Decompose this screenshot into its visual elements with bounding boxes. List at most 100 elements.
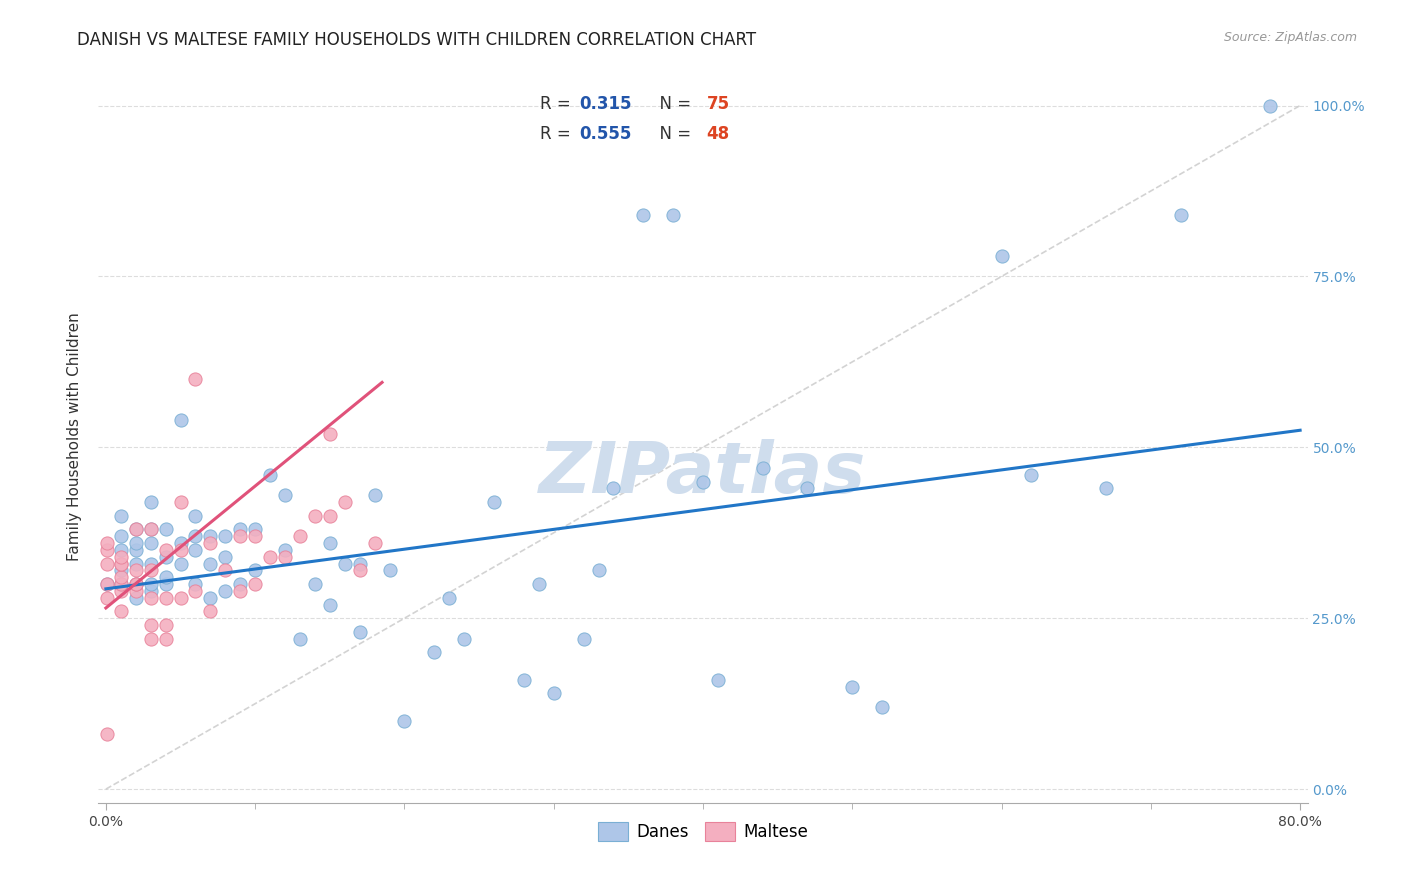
Point bbox=[110, 549, 132, 564]
Point bbox=[363, 536, 385, 550]
Point bbox=[125, 522, 148, 536]
Point bbox=[155, 632, 177, 646]
Text: 75: 75 bbox=[707, 95, 730, 112]
Point bbox=[96, 577, 118, 591]
Point bbox=[841, 680, 863, 694]
Point bbox=[110, 577, 132, 591]
Point bbox=[1095, 481, 1118, 495]
Point bbox=[200, 604, 222, 618]
Point bbox=[184, 529, 207, 543]
Text: 0.315: 0.315 bbox=[579, 95, 633, 112]
Point bbox=[707, 673, 730, 687]
Point bbox=[169, 536, 191, 550]
Point bbox=[572, 632, 595, 646]
Point bbox=[155, 577, 177, 591]
Point bbox=[229, 522, 252, 536]
Text: ZIPatlas: ZIPatlas bbox=[540, 439, 866, 508]
Point bbox=[259, 549, 281, 564]
Point bbox=[96, 542, 118, 557]
Point bbox=[274, 488, 297, 502]
Point bbox=[304, 577, 326, 591]
Point bbox=[333, 557, 356, 571]
Point bbox=[139, 557, 162, 571]
Text: R =: R = bbox=[540, 95, 576, 112]
Point bbox=[139, 536, 162, 550]
Point bbox=[692, 475, 714, 489]
Point bbox=[110, 604, 132, 618]
Point bbox=[214, 583, 236, 598]
Text: 0.555: 0.555 bbox=[579, 125, 633, 143]
Point bbox=[229, 583, 252, 598]
Point bbox=[96, 557, 118, 571]
Point bbox=[125, 591, 148, 605]
Point bbox=[139, 495, 162, 509]
Point bbox=[543, 686, 565, 700]
Point bbox=[378, 563, 401, 577]
Point bbox=[184, 372, 207, 386]
Point bbox=[349, 624, 371, 639]
Point bbox=[319, 536, 342, 550]
Point bbox=[139, 522, 162, 536]
Point bbox=[229, 577, 252, 591]
Point bbox=[394, 714, 416, 728]
Point bbox=[110, 529, 132, 543]
Point bbox=[349, 563, 371, 577]
Point bbox=[482, 495, 505, 509]
Point bbox=[155, 570, 177, 584]
Point bbox=[602, 481, 624, 495]
Point bbox=[184, 542, 207, 557]
Point bbox=[169, 495, 191, 509]
Point bbox=[96, 577, 118, 591]
Point bbox=[169, 557, 191, 571]
Point bbox=[125, 557, 148, 571]
Point bbox=[243, 529, 266, 543]
Point bbox=[155, 522, 177, 536]
Text: DANISH VS MALTESE FAMILY HOUSEHOLDS WITH CHILDREN CORRELATION CHART: DANISH VS MALTESE FAMILY HOUSEHOLDS WITH… bbox=[77, 31, 756, 49]
Point bbox=[125, 542, 148, 557]
Text: 48: 48 bbox=[707, 125, 730, 143]
Point bbox=[110, 570, 132, 584]
Point bbox=[274, 542, 297, 557]
Point bbox=[139, 563, 162, 577]
Point bbox=[110, 563, 132, 577]
Point bbox=[110, 508, 132, 523]
Point bbox=[200, 529, 222, 543]
Point bbox=[662, 208, 685, 222]
Point bbox=[155, 591, 177, 605]
Point bbox=[110, 557, 132, 571]
Point bbox=[110, 542, 132, 557]
Point bbox=[288, 529, 311, 543]
Point bbox=[96, 727, 118, 741]
Point bbox=[125, 577, 148, 591]
Point bbox=[110, 583, 132, 598]
Point bbox=[139, 583, 162, 598]
Point bbox=[110, 557, 132, 571]
Point bbox=[319, 508, 342, 523]
Point bbox=[319, 598, 342, 612]
Point bbox=[349, 557, 371, 571]
Point bbox=[169, 413, 191, 427]
Point bbox=[169, 542, 191, 557]
Point bbox=[990, 249, 1012, 263]
Text: N =: N = bbox=[648, 125, 696, 143]
Point bbox=[200, 536, 222, 550]
Point bbox=[169, 591, 191, 605]
Point bbox=[125, 577, 148, 591]
Point bbox=[453, 632, 475, 646]
Point bbox=[588, 563, 610, 577]
Point bbox=[139, 577, 162, 591]
Point bbox=[274, 549, 297, 564]
Point bbox=[229, 529, 252, 543]
Point bbox=[751, 460, 773, 475]
Legend: Danes, Maltese: Danes, Maltese bbox=[589, 814, 817, 849]
Point bbox=[125, 536, 148, 550]
Point bbox=[243, 563, 266, 577]
Point bbox=[96, 591, 118, 605]
Point bbox=[155, 542, 177, 557]
Point bbox=[125, 522, 148, 536]
Point bbox=[184, 577, 207, 591]
Point bbox=[439, 591, 461, 605]
Point bbox=[288, 632, 311, 646]
Point bbox=[214, 549, 236, 564]
Point bbox=[1258, 98, 1281, 112]
